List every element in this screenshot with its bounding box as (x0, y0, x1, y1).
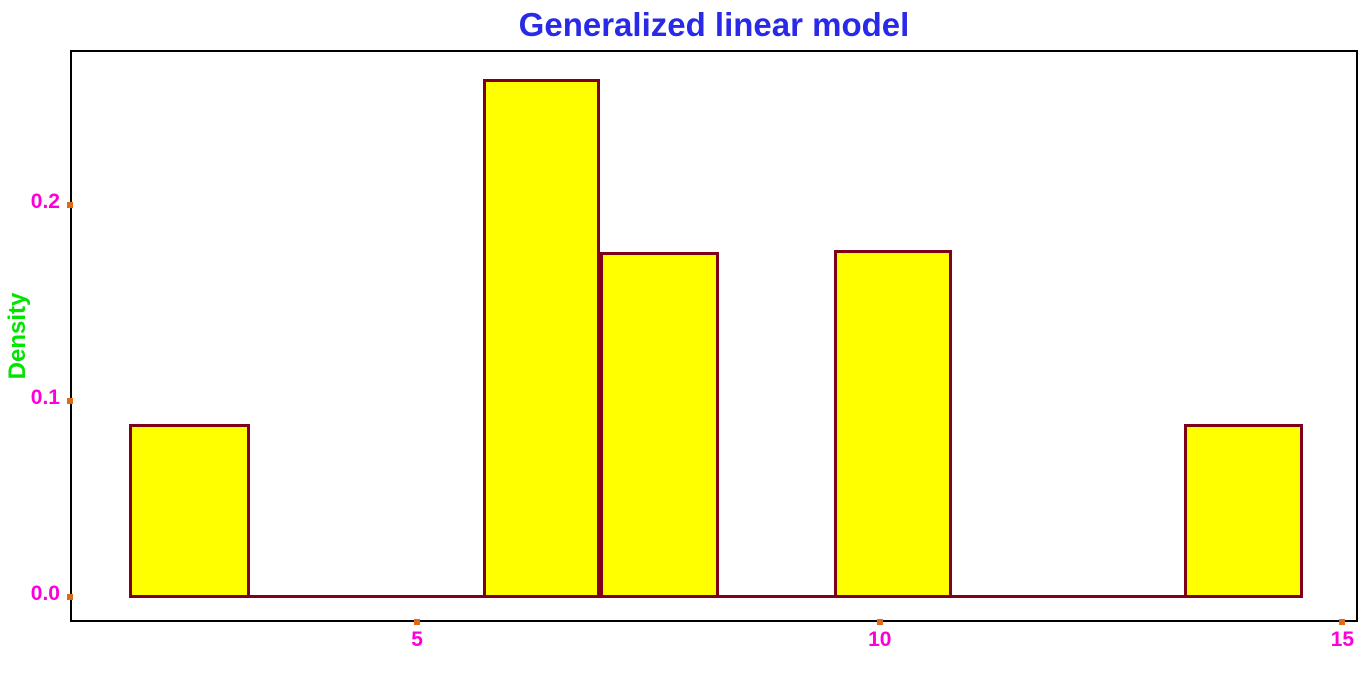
x-tick-label: 5 (411, 628, 423, 651)
chart-title: Generalized linear model (518, 6, 910, 43)
histogram-bar (600, 251, 719, 599)
y-tick-label: 0.0 (30, 581, 60, 605)
y-tick-mark (67, 201, 73, 208)
x-tick-mark (876, 619, 883, 625)
y-tick-mark (67, 593, 73, 600)
y-tick-label: 0.1 (30, 385, 60, 409)
histogram-bar (1184, 424, 1303, 599)
x-tick-mark (414, 619, 421, 625)
plot-area: Density Data 5 10 15 0.0 0.1 0.2 (4, 50, 1358, 685)
x-tick-mark (1339, 619, 1346, 625)
y-axis-title: Density (4, 292, 31, 380)
x-axis-title: Data (688, 682, 740, 685)
histogram-bar (129, 424, 250, 599)
x-tick-label: 10 (868, 628, 892, 651)
x-tick-label: 15 (1330, 628, 1355, 651)
y-tick-label: 0.2 (30, 189, 60, 213)
y-tick-mark (67, 397, 73, 404)
histogram-bar (833, 249, 952, 599)
histogram-bar (482, 79, 601, 599)
